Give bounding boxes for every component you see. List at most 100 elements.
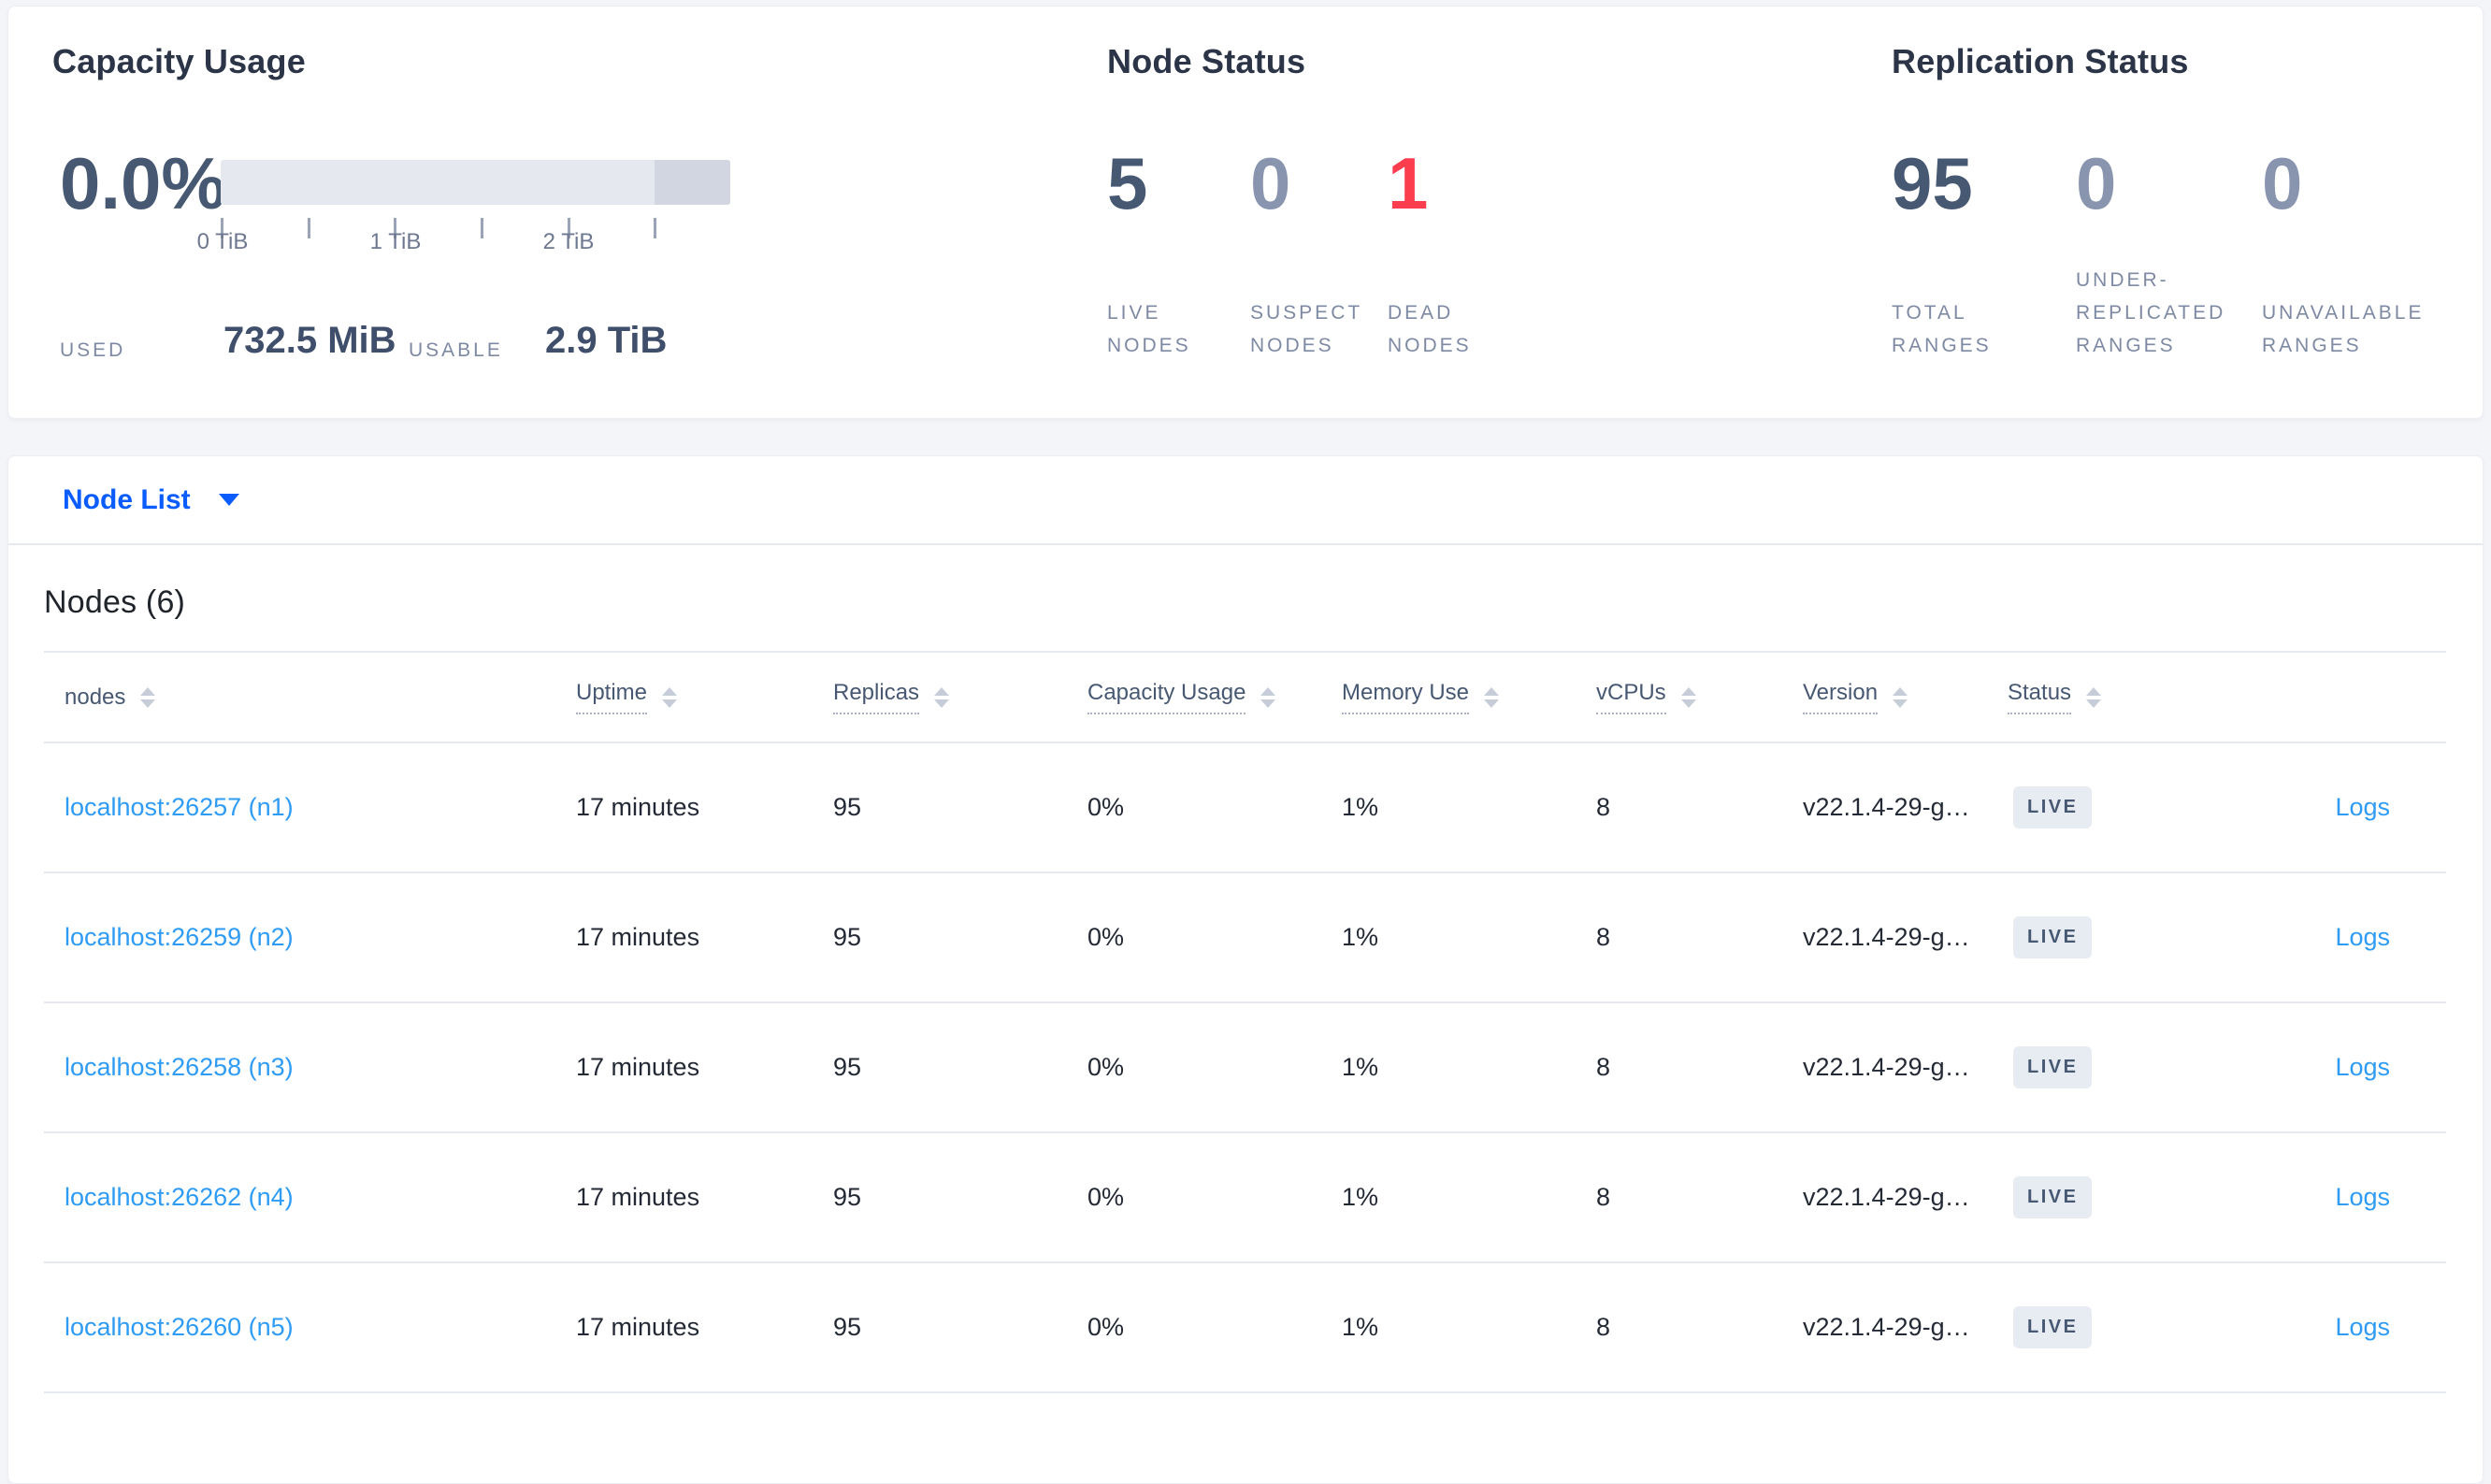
column-header-version[interactable]: Version — [1803, 651, 2008, 743]
node-list-dropdown[interactable]: Node List — [63, 484, 239, 516]
table-row: localhost:26262 (n4) 17 minutes 95 0% 1%… — [44, 1132, 2446, 1263]
unavailable-ranges-label: UNAVAILABLE RANGES — [2262, 302, 2425, 356]
used-label: USED — [60, 339, 126, 361]
node-status-labels: LIVE NODES SUSPECT NODES DEAD NODES — [1107, 268, 1472, 362]
sort-icon — [662, 686, 678, 708]
sort-icon — [1260, 686, 1276, 708]
capacity-gauge-bar — [221, 160, 730, 205]
column-header-status[interactable]: Status — [2008, 651, 2204, 743]
vcpus-cell: 8 — [1596, 872, 1803, 1003]
node-link[interactable]: localhost:26262 (n4) — [65, 1183, 294, 1211]
tick-mark — [568, 218, 570, 238]
status-badge: LIVE — [2013, 1046, 2093, 1088]
suspect-nodes-label: SUSPECT NODES — [1250, 302, 1363, 356]
replicas-cell: 95 — [833, 1002, 1087, 1133]
column-header-nodes[interactable]: nodes — [44, 651, 576, 743]
suspect-nodes-count: 0 — [1250, 142, 1291, 224]
column-header-capacity-usage[interactable]: Capacity Usage — [1087, 651, 1342, 743]
replication-values: 95 0 0 — [1892, 147, 2302, 220]
total-ranges-count: 95 — [1892, 142, 1973, 224]
table-row: localhost:26257 (n1) 17 minutes 95 0% 1%… — [44, 742, 2446, 873]
status-badge: LIVE — [2013, 1176, 2093, 1218]
node-status-values: 5 0 1 — [1107, 147, 1428, 220]
version-cell: v22.1.4-29-g… — [1803, 872, 2008, 1003]
uptime-cell: 17 minutes — [576, 1262, 833, 1393]
used-value: 732.5 MiB — [223, 320, 396, 361]
logs-link[interactable]: Logs — [2335, 1313, 2390, 1341]
node-link[interactable]: localhost:26259 (n2) — [65, 923, 294, 951]
logs-link[interactable]: Logs — [2335, 1053, 2390, 1081]
dead-nodes-count: 1 — [1388, 142, 1429, 224]
version-cell: v22.1.4-29-g… — [1803, 742, 2008, 873]
replicas-cell: 95 — [833, 1132, 1087, 1263]
uptime-cell: 17 minutes — [576, 1002, 833, 1133]
capacity-usage-panel: Capacity Usage 0.0% 0 TiB 1 TiB 2 TiB US… — [52, 7, 1044, 418]
dead-nodes-label: DEAD NODES — [1388, 302, 1472, 356]
logs-link[interactable]: Logs — [2335, 923, 2390, 951]
column-header-logs — [2204, 651, 2446, 743]
uptime-cell: 17 minutes — [576, 742, 833, 873]
sort-icon — [1484, 686, 1500, 708]
logs-link[interactable]: Logs — [2335, 1183, 2390, 1211]
vcpus-cell: 8 — [1596, 1262, 1803, 1393]
capacity-usage-summary: USED 732.5 MiB USABLE 2.9 TiB — [52, 306, 894, 364]
tick-mark — [308, 218, 310, 238]
table-row: localhost:26260 (n5) 17 minutes 95 0% 1%… — [44, 1262, 2446, 1393]
sort-icon — [1893, 686, 1908, 708]
capacity-cell: 0% — [1087, 1132, 1342, 1263]
capacity-cell: 0% — [1087, 742, 1342, 873]
capacity-gauge-dark-segment — [655, 160, 730, 205]
version-cell: v22.1.4-29-g… — [1803, 1002, 2008, 1133]
uptime-cell: 17 minutes — [576, 1132, 833, 1263]
vcpus-cell: 8 — [1596, 742, 1803, 873]
chevron-down-icon — [218, 494, 239, 506]
status-badge: LIVE — [2013, 1306, 2093, 1348]
node-list-card: Node List Nodes (6) nodes — [7, 455, 2484, 1484]
version-cell: v22.1.4-29-g… — [1803, 1262, 2008, 1393]
memory-cell: 1% — [1342, 742, 1596, 873]
memory-cell: 1% — [1342, 1262, 1596, 1393]
node-list-dropdown-label: Node List — [63, 483, 191, 515]
status-badge: LIVE — [2013, 916, 2093, 958]
status-badge: LIVE — [2013, 786, 2093, 828]
replication-status-title: Replication Status — [1892, 42, 2189, 80]
column-header-uptime[interactable]: Uptime — [576, 651, 833, 743]
vcpus-cell: 8 — [1596, 1132, 1803, 1263]
replication-labels: TOTAL RANGES UNDER- REPLICATED RANGES UN… — [1892, 268, 2424, 362]
capacity-cell: 0% — [1087, 1002, 1342, 1133]
capacity-cell: 0% — [1087, 1262, 1342, 1393]
usable-label: USABLE — [409, 339, 503, 361]
vcpus-cell: 8 — [1596, 1002, 1803, 1133]
cluster-summary-card: Capacity Usage 0.0% 0 TiB 1 TiB 2 TiB US… — [7, 6, 2484, 419]
view-selector-bar: Node List — [8, 456, 2483, 545]
tick-mark — [221, 218, 223, 238]
node-link[interactable]: localhost:26258 (n3) — [65, 1053, 294, 1081]
table-header-row: nodes Uptime Replicas Capacity Usag — [44, 651, 2446, 743]
capacity-cell: 0% — [1087, 872, 1342, 1003]
column-header-vcpus[interactable]: vCPUs — [1596, 651, 1803, 743]
node-link[interactable]: localhost:26260 (n5) — [65, 1313, 294, 1341]
tick-label: 1 TiB — [369, 229, 422, 254]
total-ranges-label: TOTAL RANGES — [1892, 302, 1992, 356]
capacity-percent-value: 0.0% — [60, 142, 226, 224]
column-header-memory-use[interactable]: Memory Use — [1342, 651, 1596, 743]
replicas-cell: 95 — [833, 742, 1087, 873]
tick-mark — [394, 218, 396, 238]
replicas-cell: 95 — [833, 1262, 1087, 1393]
column-header-replicas[interactable]: Replicas — [833, 651, 1087, 743]
under-replicated-ranges-count: 0 — [2076, 142, 2117, 224]
sort-icon — [140, 686, 156, 708]
node-status-title: Node Status — [1107, 42, 1306, 80]
logs-link[interactable]: Logs — [2335, 793, 2390, 821]
memory-cell: 1% — [1342, 1002, 1596, 1133]
live-nodes-label: LIVE NODES — [1107, 302, 1191, 356]
capacity-usage-title: Capacity Usage — [52, 42, 306, 80]
node-link[interactable]: localhost:26257 (n1) — [65, 793, 294, 821]
nodes-section: Nodes (6) nodes Uptime — [8, 584, 2483, 1393]
capacity-gauge-ticks — [221, 218, 730, 238]
memory-cell: 1% — [1342, 872, 1596, 1003]
tick-mark — [481, 218, 483, 238]
under-replicated-ranges-label: UNDER- REPLICATED RANGES — [2076, 269, 2226, 356]
nodes-table: nodes Uptime Replicas Capacity Usag — [44, 651, 2446, 1393]
table-row: localhost:26258 (n3) 17 minutes 95 0% 1%… — [44, 1002, 2446, 1133]
